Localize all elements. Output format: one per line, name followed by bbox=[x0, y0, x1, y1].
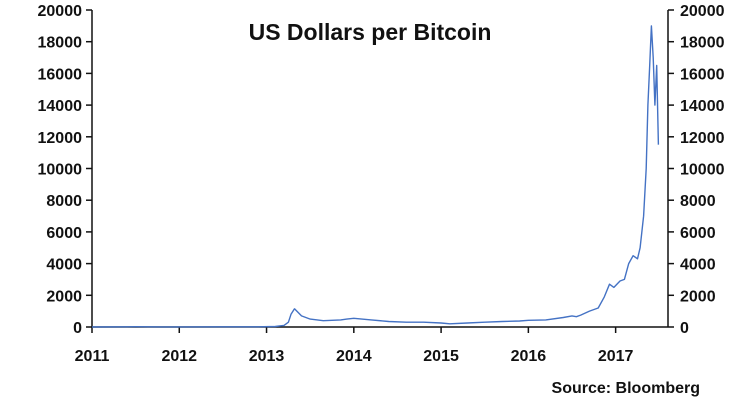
y-tick-label-left: 20000 bbox=[38, 3, 83, 20]
y-tick-label-left: 14000 bbox=[38, 98, 83, 115]
x-axis: 2011 2012 2013 2014 2015 2016 2017 bbox=[75, 327, 634, 365]
y-tick-label-right: 6000 bbox=[680, 225, 716, 242]
y-tick-label-right: 0 bbox=[680, 320, 689, 337]
y-axis-right: 0 2000 4000 6000 8000 10000 12000 14000 16000 180… bbox=[668, 3, 725, 337]
y-tick-label-right: 14000 bbox=[680, 98, 725, 115]
x-tick-label: 2015 bbox=[423, 348, 459, 365]
y-axis-left: 0 2000 4000 6000 8000 10000 12000 14000 16000 180… bbox=[38, 3, 92, 337]
y-tick-label-right: 4000 bbox=[680, 257, 716, 274]
x-tick-label: 2016 bbox=[511, 348, 547, 365]
y-tick-label-left: 6000 bbox=[46, 225, 82, 242]
series-line-bitcoin-price bbox=[91, 25, 660, 328]
y-tick-label-right: 10000 bbox=[680, 162, 725, 179]
chart-title: US Dollars per Bitcoin bbox=[249, 19, 492, 45]
y-tick-label-right: 18000 bbox=[680, 35, 725, 52]
y-tick-label-left: 2000 bbox=[46, 288, 82, 305]
y-tick-label-right: 12000 bbox=[680, 130, 725, 147]
y-tick-label-right: 2000 bbox=[680, 288, 716, 305]
y-tick-label-right: 8000 bbox=[680, 193, 716, 210]
series-layer bbox=[91, 25, 660, 328]
source-note: Source: Bloomberg bbox=[552, 380, 700, 397]
y-tick-label-left: 16000 bbox=[38, 66, 83, 83]
y-tick-label-left: 18000 bbox=[38, 35, 83, 52]
y-tick-label-left: 8000 bbox=[46, 193, 82, 210]
x-tick-label: 2012 bbox=[161, 348, 197, 365]
x-tick-label: 2014 bbox=[336, 348, 372, 365]
y-tick-label-right: 20000 bbox=[680, 3, 725, 20]
y-tick-label-left: 0 bbox=[73, 320, 82, 337]
y-tick-label-right: 16000 bbox=[680, 66, 725, 83]
x-tick-label: 2013 bbox=[249, 348, 285, 365]
y-tick-label-left: 12000 bbox=[38, 130, 83, 147]
y-tick-label-left: 4000 bbox=[46, 257, 82, 274]
x-tick-label: 2011 bbox=[75, 348, 110, 365]
y-tick-label-left: 10000 bbox=[38, 162, 83, 179]
x-tick-label: 2017 bbox=[598, 348, 634, 365]
